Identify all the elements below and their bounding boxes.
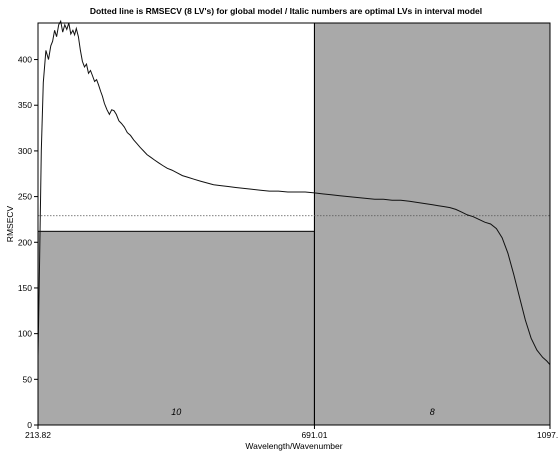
y-tick-label-300: 300 [18, 146, 32, 156]
optimal-lv-labels: 10 8 [171, 407, 435, 417]
y-axis-label: RMSECV [5, 205, 15, 242]
interval-bars [37, 22, 551, 426]
y-tick-label-0: 0 [27, 420, 32, 430]
x-tick-label-2: 1097.6 [537, 430, 558, 440]
y-axis: 0 50 100 150 200 250 300 350 400 [18, 55, 38, 430]
interval-bar-2 [313, 22, 551, 426]
y-tick-label-100: 100 [18, 329, 32, 339]
x-axis-label: Wavelength/Wavenumber [245, 441, 342, 451]
x-tick-label-0: 213.82 [25, 430, 51, 440]
x-axis: 213.82 691.01 1097.6 [25, 425, 558, 440]
y-tick-label-250: 250 [18, 192, 32, 202]
y-tick-label-400: 400 [18, 55, 32, 65]
optimal-lv-label-2: 8 [430, 407, 435, 417]
interval-bar-1 [37, 230, 315, 426]
spectrum-line [37, 19, 551, 366]
y-tick-label-50: 50 [23, 374, 33, 384]
y-tick-label-150: 150 [18, 283, 32, 293]
y-tick-label-200: 200 [18, 237, 32, 247]
y-tick-label-350: 350 [18, 100, 32, 110]
x-tick-label-1: 691.01 [301, 430, 327, 440]
optimal-lv-label-1: 10 [171, 407, 181, 417]
chart-title: Dotted line is RMSECV (8 LV's) for globa… [90, 6, 482, 16]
plot-frame [37, 22, 551, 426]
